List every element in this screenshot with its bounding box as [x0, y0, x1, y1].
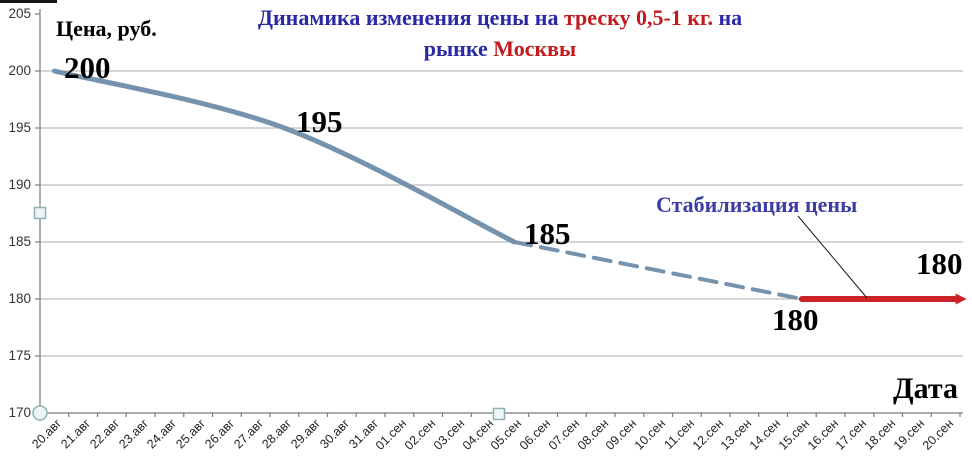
series-price-trend-dashed [512, 240, 804, 301]
chart-generated [35, 9, 967, 417]
data-label-180-right: 180 [916, 246, 963, 281]
y-axis-title: Цена, руб. [56, 16, 157, 41]
y-tick-label: 185 [8, 234, 31, 249]
chart-title: Динамика изменения цены на треску 0,5-1 … [40, 2, 960, 64]
y-tick-label: 190 [8, 177, 31, 192]
top-edge-artifact [0, 0, 57, 3]
annotation-text: Стабилизация цены [656, 192, 858, 217]
data-label-200: 200 [64, 50, 111, 85]
x-axis-title: Дата [893, 372, 958, 405]
chart-title-line2: рынке Москвы [40, 33, 960, 64]
y-tick-label: 180 [8, 291, 31, 306]
y-tick-label: 175 [8, 348, 31, 363]
y-tick-label: 205 [8, 6, 31, 21]
chart-annotations [32, 206, 868, 421]
data-label-195: 195 [296, 104, 343, 139]
series-price-actual-solid [51, 68, 517, 245]
y-tick-label: 200 [8, 63, 31, 78]
y-tick-label: 195 [8, 120, 31, 135]
y-tick-label: 170 [8, 405, 31, 420]
title-part: треску 0,5-1 кг. [563, 5, 713, 30]
selection-handle-bottom[interactable] [492, 407, 506, 421]
annotation-leader-line [797, 215, 868, 299]
title-part: рынке [423, 36, 494, 61]
chart-title-line1: Динамика изменения цены на треску 0,5-1 … [40, 2, 960, 33]
data-label-180-mid: 180 [772, 302, 819, 337]
selection-handle-left[interactable] [33, 206, 47, 220]
data-label-185: 185 [524, 216, 571, 251]
selection-handle-origin[interactable] [32, 405, 48, 421]
title-part: Москвы [493, 36, 577, 61]
title-part: на [712, 5, 743, 30]
title-part: Динамика изменения цены на [257, 5, 564, 30]
